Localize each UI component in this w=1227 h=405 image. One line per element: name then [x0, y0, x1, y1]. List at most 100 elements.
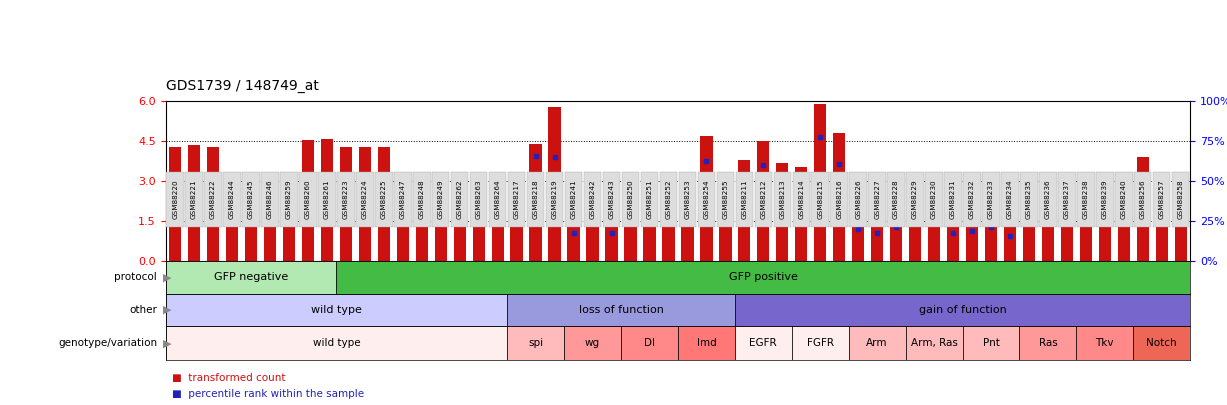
- Text: Notch: Notch: [1146, 338, 1177, 348]
- Text: Tkv: Tkv: [1096, 338, 1114, 348]
- Text: GSM88247: GSM88247: [400, 180, 406, 219]
- Bar: [1118, 187, 1130, 261]
- Bar: [396, 179, 409, 261]
- Bar: [567, 216, 579, 261]
- Bar: [492, 181, 504, 261]
- Bar: [719, 202, 731, 261]
- Text: GSM88254: GSM88254: [703, 180, 709, 219]
- Text: GSM88249: GSM88249: [438, 180, 444, 219]
- Bar: [378, 147, 390, 261]
- Bar: [795, 166, 807, 261]
- Bar: [264, 179, 276, 261]
- Text: genotype/variation: genotype/variation: [58, 338, 157, 348]
- Text: GSM88212: GSM88212: [761, 180, 767, 219]
- Text: GSM88233: GSM88233: [988, 180, 994, 219]
- Bar: [966, 213, 978, 261]
- Bar: [962, 326, 1020, 360]
- Text: Pnt: Pnt: [983, 338, 1000, 348]
- Bar: [1080, 194, 1092, 261]
- Text: GSM88262: GSM88262: [456, 180, 463, 219]
- Bar: [681, 189, 693, 261]
- Bar: [890, 211, 902, 261]
- Text: GSM88264: GSM88264: [494, 180, 501, 219]
- Bar: [1098, 187, 1110, 261]
- Bar: [621, 326, 677, 360]
- Bar: [245, 181, 258, 261]
- Bar: [1042, 201, 1054, 261]
- Text: GSM88220: GSM88220: [172, 180, 178, 219]
- Text: ▶: ▶: [163, 305, 172, 315]
- Text: GSM88236: GSM88236: [1045, 180, 1050, 219]
- Text: GSM88244: GSM88244: [229, 180, 236, 219]
- Bar: [605, 216, 617, 261]
- Text: GSM88235: GSM88235: [1026, 180, 1032, 219]
- Bar: [906, 326, 962, 360]
- Bar: [1076, 326, 1134, 360]
- Bar: [226, 185, 238, 261]
- Bar: [814, 104, 826, 261]
- Text: GSM88226: GSM88226: [855, 180, 861, 219]
- Bar: [833, 133, 845, 261]
- Bar: [169, 147, 182, 261]
- Text: ■  transformed count: ■ transformed count: [172, 373, 286, 383]
- Text: GSM88253: GSM88253: [685, 180, 691, 219]
- Text: FGFR: FGFR: [806, 338, 833, 348]
- Text: GSM88260: GSM88260: [306, 180, 310, 219]
- Text: wild type: wild type: [310, 305, 362, 315]
- Bar: [166, 261, 336, 294]
- Bar: [739, 160, 751, 261]
- Bar: [188, 145, 200, 261]
- Text: gain of function: gain of function: [919, 305, 1006, 315]
- Text: GSM88213: GSM88213: [779, 180, 785, 219]
- Text: GSM88227: GSM88227: [874, 180, 880, 219]
- Bar: [757, 141, 769, 261]
- Bar: [777, 162, 789, 261]
- Bar: [852, 213, 864, 261]
- Text: other: other: [129, 305, 157, 315]
- Text: spi: spi: [528, 338, 544, 348]
- Text: GSM88242: GSM88242: [589, 180, 595, 219]
- Text: GSM88259: GSM88259: [286, 180, 292, 219]
- Bar: [735, 294, 1190, 326]
- Bar: [677, 326, 735, 360]
- Bar: [1136, 157, 1148, 261]
- Bar: [1060, 194, 1074, 261]
- Text: Ras: Ras: [1038, 338, 1058, 348]
- Text: GSM88261: GSM88261: [324, 180, 330, 219]
- Text: GSM88211: GSM88211: [741, 180, 747, 219]
- Text: GSM88228: GSM88228: [893, 180, 899, 219]
- Bar: [1134, 326, 1190, 360]
- Text: GDS1739 / 148749_at: GDS1739 / 148749_at: [166, 79, 319, 93]
- Text: ■  percentile rank within the sample: ■ percentile rank within the sample: [172, 389, 364, 399]
- Bar: [928, 172, 940, 261]
- Bar: [1004, 217, 1016, 261]
- Text: Dl: Dl: [644, 338, 655, 348]
- Text: loss of function: loss of function: [579, 305, 664, 315]
- Bar: [340, 147, 352, 261]
- Text: GSM88250: GSM88250: [627, 180, 633, 219]
- Text: GSM88221: GSM88221: [191, 180, 198, 219]
- Text: GSM88225: GSM88225: [380, 180, 387, 219]
- Text: GSM88234: GSM88234: [1007, 180, 1014, 219]
- Text: GSM88223: GSM88223: [342, 180, 348, 219]
- Bar: [871, 216, 883, 261]
- Text: GSM88239: GSM88239: [1102, 180, 1108, 219]
- Text: GSM88216: GSM88216: [836, 180, 842, 219]
- Bar: [791, 326, 849, 360]
- Bar: [985, 211, 998, 261]
- Text: GFP positive: GFP positive: [729, 273, 798, 282]
- Bar: [282, 179, 296, 261]
- Bar: [1023, 202, 1036, 261]
- Bar: [166, 326, 507, 360]
- Bar: [1156, 181, 1168, 261]
- Bar: [472, 181, 485, 261]
- Text: EGFR: EGFR: [750, 338, 777, 348]
- Text: GSM88230: GSM88230: [931, 180, 937, 219]
- Text: wild type: wild type: [313, 338, 361, 348]
- Bar: [336, 261, 1190, 294]
- Text: ▶: ▶: [163, 338, 172, 348]
- Text: ▶: ▶: [163, 273, 172, 282]
- Text: GSM88237: GSM88237: [1064, 180, 1070, 219]
- Text: lmd: lmd: [697, 338, 717, 348]
- Bar: [663, 201, 675, 261]
